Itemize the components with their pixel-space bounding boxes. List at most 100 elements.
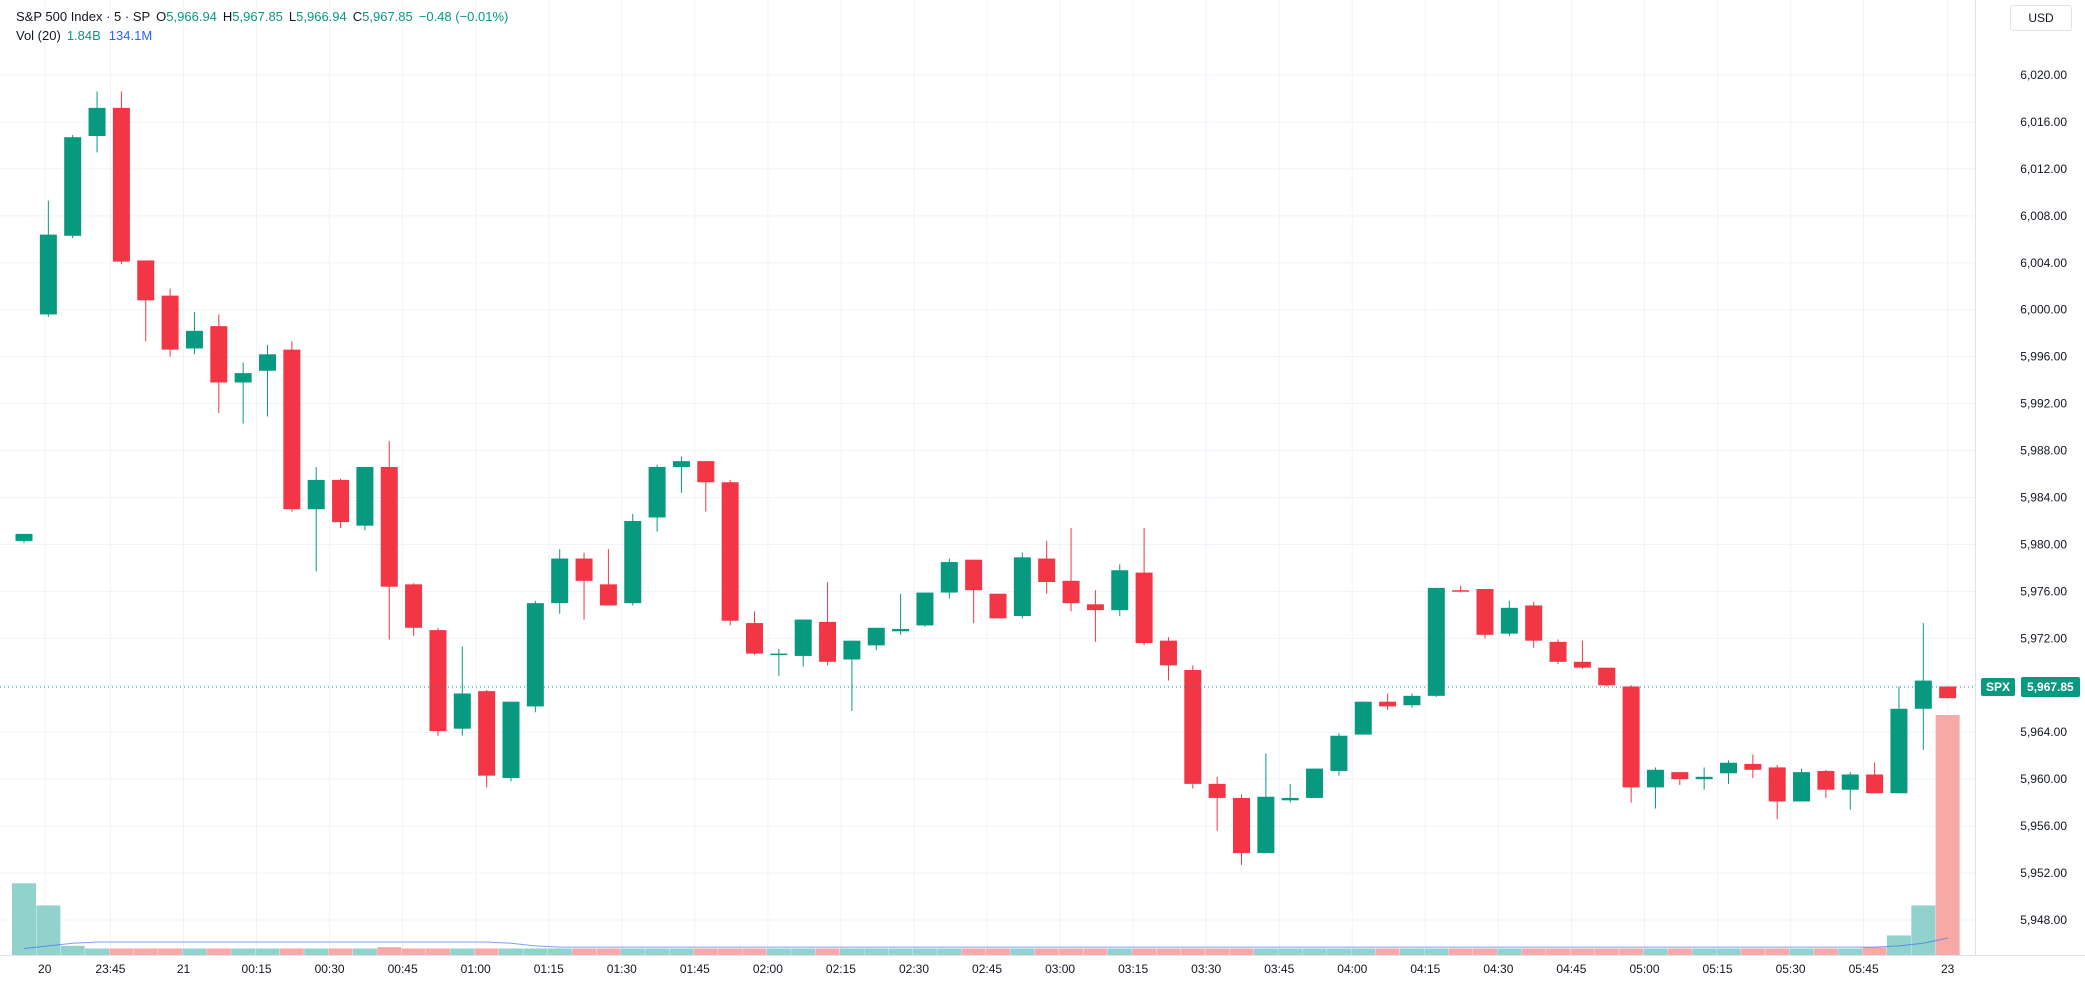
y-tick-label: 6,016.00 [2020,115,2067,129]
candle-body [1525,605,1543,641]
candle-down [697,461,715,512]
candle-up [648,464,666,532]
last-price-value: 5,967.85 [2021,677,2080,698]
volume-bar [547,948,572,955]
candle-body [770,653,788,656]
volume-bar [1399,948,1424,955]
volume-bar [1034,948,1059,955]
x-tick-label: 01:00 [461,962,491,976]
candle-down [210,314,228,413]
candle-body [234,373,252,383]
candle-up [1427,587,1445,698]
candle-up [1914,623,1932,750]
candle-body [624,520,642,604]
x-tick-label: 05:45 [1849,962,1879,976]
candle-down [1062,528,1080,612]
volume-bar [1473,948,1497,955]
volume-bar [572,948,597,955]
candle-down [1184,665,1202,789]
time-axis: 20 23:45 21 00:15 00:30 00:45 01:00 01:15 01:30 0… [0,955,2085,976]
last-price-symbol: SPX [1981,678,2016,697]
candle-body [161,295,179,350]
candle-body [1744,763,1762,770]
candle-down [1086,590,1104,642]
candle-down [1525,601,1543,648]
volume-bar [1156,948,1181,955]
candle-body [843,640,861,660]
x-tick-label: 04:30 [1483,962,1513,976]
volume-bar [1205,948,1230,955]
candle-body [989,593,1007,619]
low-value: 5,966.94 [296,9,347,24]
candle-up [15,533,33,544]
candle-down [575,552,593,620]
candle-down [1939,686,1957,699]
candle-down [1549,639,1567,665]
candle-body [1330,735,1348,771]
candle-body [1135,572,1153,644]
x-tick-label: 05:15 [1703,962,1733,976]
candle-up [940,558,958,599]
candle-down [746,611,763,655]
candle-up [1646,767,1664,809]
volume-bar [523,948,548,955]
candle-body [551,558,569,604]
candle-down [1476,589,1494,639]
volume-ma-value: 134.1M [108,28,153,43]
candle-up [526,600,544,713]
candle-body [1549,641,1567,662]
candle-down [721,479,739,626]
candle-body [112,107,130,262]
candle-body [478,691,496,776]
candle-body [794,619,812,656]
candle-up [1841,772,1859,810]
volume-bar [961,948,986,955]
y-tick-label: 5,964.00 [2020,725,2067,739]
candle-body [1720,762,1737,774]
candle-down [429,627,447,736]
volume-bar [1059,948,1084,955]
y-tick-label: 5,992.00 [2020,397,2067,411]
volume-bar [425,948,450,955]
x-tick-label: 05:30 [1776,962,1806,976]
candle-body [1500,607,1518,634]
volume-bar [1862,947,1887,955]
volume-bar [279,948,304,955]
volume-bar [864,948,889,955]
candle-body [332,479,350,523]
candle-up [64,134,82,239]
y-tick-label: 5,976.00 [2020,584,2067,598]
volume-bar [1619,948,1644,955]
candle-body [1184,670,1202,784]
candle-body [1914,680,1932,709]
candle-body [599,584,617,606]
volume-bar [255,948,280,955]
volume-bar [888,948,913,955]
candle-down [1452,585,1470,593]
y-tick-label: 5,956.00 [2020,819,2067,833]
candle-body [1403,695,1421,706]
volume-bar [815,948,840,955]
open-value: 5,966.94 [166,9,217,24]
candle-body [356,466,374,526]
symbol-title[interactable]: S&P 500 Index · 5 · SP [16,9,151,24]
candle-body [1086,604,1104,611]
x-tick-label: 02:45 [972,962,1002,976]
candle-up [1403,693,1421,708]
x-tick-label: 00:45 [388,962,418,976]
volume-bar [1351,948,1376,955]
currency-button[interactable]: USD [2010,5,2072,31]
volume-bar [1813,948,1838,955]
candle-body [746,623,763,654]
candle-body [1379,701,1397,707]
volume-bar [1838,948,1863,955]
candle-body [1939,686,1957,699]
candle-down [1744,754,1762,778]
volume-bar [401,948,426,955]
candle-up [843,640,861,712]
volume-bar [304,948,329,955]
candle-body [39,234,57,315]
candle-body [429,630,447,732]
volume-label[interactable]: Vol (20) [16,28,61,43]
